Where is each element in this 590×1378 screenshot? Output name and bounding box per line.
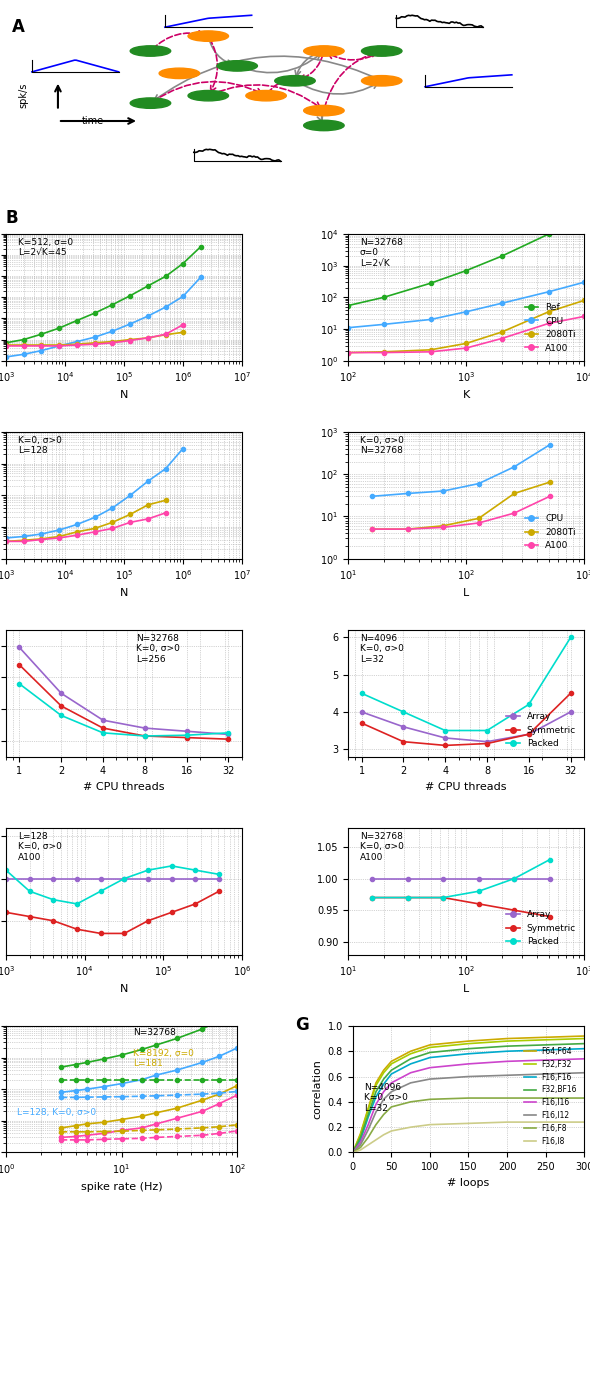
X-axis label: L: L [463,587,469,598]
Y-axis label: correlation: correlation [312,1060,322,1119]
Text: L=128, K=0, σ>0: L=128, K=0, σ>0 [18,1108,97,1118]
Text: K=512, σ=0
L=2√K=45: K=512, σ=0 L=2√K=45 [18,238,73,258]
Legend: CPU, 2080Ti, A100: CPU, 2080Ti, A100 [521,511,579,554]
Circle shape [362,76,402,85]
Text: K=0, σ>0
N=32768: K=0, σ>0 N=32768 [360,435,404,455]
Text: spk/s: spk/s [18,83,28,109]
Circle shape [188,91,228,101]
X-axis label: N: N [120,984,128,994]
Legend: Array, Symmetric, Packed: Array, Symmetric, Packed [502,907,579,949]
Circle shape [304,45,344,56]
Text: L=128
K=0, σ>0
A100: L=128 K=0, σ>0 A100 [18,832,61,861]
Circle shape [275,76,315,85]
Circle shape [159,68,199,79]
Circle shape [130,45,171,56]
Circle shape [304,120,344,131]
Legend: Array, Symmetric, Packed: Array, Symmetric, Packed [502,708,579,752]
Legend: F64,F64, F32,F32, F16,F16, F32,BF16, F16,I16, F16,I12, F16,F8, F16,I8: F64,F64, F32,F32, F16,F16, F32,BF16, F16… [521,1043,581,1149]
X-axis label: N: N [120,390,128,400]
Circle shape [188,30,228,41]
Text: G: G [295,1016,309,1034]
Text: time: time [81,116,104,125]
X-axis label: K: K [463,390,470,400]
Text: K=0, σ>0
L=128: K=0, σ>0 L=128 [18,435,61,455]
Circle shape [362,45,402,56]
Circle shape [304,105,344,116]
Text: K=8192, σ=0
L=181: K=8192, σ=0 L=181 [133,1049,194,1068]
Text: N=32768
K=0, σ>0
A100: N=32768 K=0, σ>0 A100 [360,832,404,861]
Text: A: A [12,18,25,36]
X-axis label: # CPU threads: # CPU threads [83,781,165,792]
Text: N=4096
K=0, σ>0
L=32: N=4096 K=0, σ>0 L=32 [365,1083,408,1112]
Text: B: B [6,209,18,227]
X-axis label: # CPU threads: # CPU threads [425,781,507,792]
X-axis label: L: L [463,984,469,994]
Text: N=32768: N=32768 [133,1028,176,1038]
Text: N=32768
σ=0
L=2√K: N=32768 σ=0 L=2√K [360,238,403,267]
Circle shape [130,98,171,109]
X-axis label: # loops: # loops [447,1178,490,1188]
Text: N=4096
K=0, σ>0
L=32: N=4096 K=0, σ>0 L=32 [360,634,404,664]
Legend: Ref, CPU, 2080Ti, A100: Ref, CPU, 2080Ti, A100 [521,299,579,356]
Circle shape [217,61,257,72]
X-axis label: spike rate (Hz): spike rate (Hz) [81,1181,162,1192]
Circle shape [246,91,286,101]
Text: N=32768
K=0, σ>0
L=256: N=32768 K=0, σ>0 L=256 [136,634,179,664]
X-axis label: N: N [120,587,128,598]
